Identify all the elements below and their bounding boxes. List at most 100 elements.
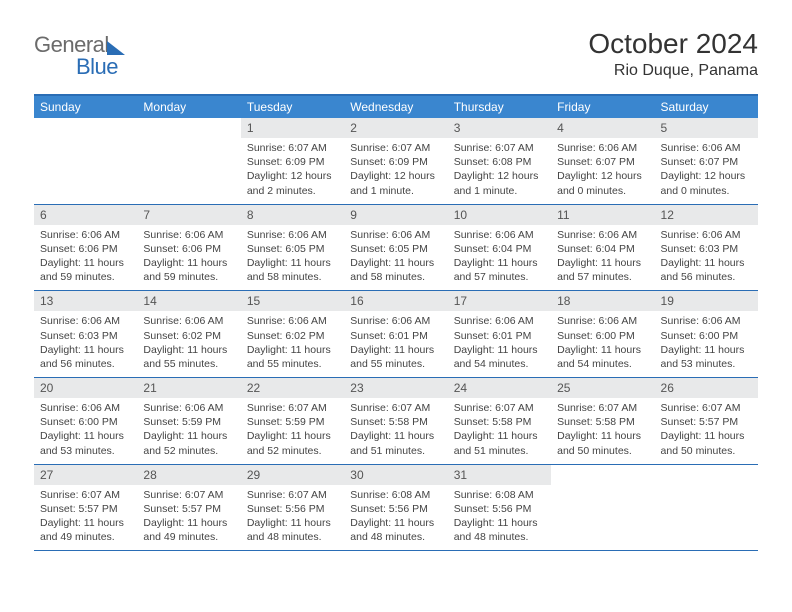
day-number: 20 xyxy=(34,378,137,398)
day-cell: 23Sunrise: 6:07 AMSunset: 5:58 PMDayligh… xyxy=(344,378,447,464)
sunrise-text: Sunrise: 6:06 AM xyxy=(247,228,338,242)
day-body: Sunrise: 6:06 AMSunset: 6:07 PMDaylight:… xyxy=(551,138,654,204)
location-subtitle: Rio Duque, Panama xyxy=(588,62,758,80)
day-cell: 15Sunrise: 6:06 AMSunset: 6:02 PMDayligh… xyxy=(241,291,344,377)
day-body: Sunrise: 6:06 AMSunset: 6:00 PMDaylight:… xyxy=(34,398,137,464)
sunset-text: Sunset: 6:01 PM xyxy=(350,329,441,343)
day-body: Sunrise: 6:06 AMSunset: 6:03 PMDaylight:… xyxy=(34,311,137,377)
sunset-text: Sunset: 6:05 PM xyxy=(350,242,441,256)
day-cell xyxy=(137,118,240,204)
page-header: General October 2024 Rio Duque, Panama xyxy=(34,28,758,80)
sunrise-text: Sunrise: 6:06 AM xyxy=(557,228,648,242)
sunset-text: Sunset: 5:57 PM xyxy=(661,415,752,429)
sunrise-text: Sunrise: 6:06 AM xyxy=(40,228,131,242)
brand-sail-icon xyxy=(107,41,125,55)
daylight-text: Daylight: 11 hours and 54 minutes. xyxy=(557,343,648,371)
day-cell: 20Sunrise: 6:06 AMSunset: 6:00 PMDayligh… xyxy=(34,378,137,464)
title-block: October 2024 Rio Duque, Panama xyxy=(588,28,758,80)
sunset-text: Sunset: 6:03 PM xyxy=(40,329,131,343)
sunrise-text: Sunrise: 6:07 AM xyxy=(247,488,338,502)
daylight-text: Daylight: 11 hours and 48 minutes. xyxy=(247,516,338,544)
day-cell: 31Sunrise: 6:08 AMSunset: 5:56 PMDayligh… xyxy=(448,465,551,551)
calendar: Sunday Monday Tuesday Wednesday Thursday… xyxy=(34,94,758,551)
sunset-text: Sunset: 6:06 PM xyxy=(143,242,234,256)
day-number: 28 xyxy=(137,465,240,485)
daylight-text: Daylight: 11 hours and 58 minutes. xyxy=(350,256,441,284)
day-number: 8 xyxy=(241,205,344,225)
week-row: 6Sunrise: 6:06 AMSunset: 6:06 PMDaylight… xyxy=(34,205,758,292)
day-body: Sunrise: 6:06 AMSunset: 6:00 PMDaylight:… xyxy=(551,311,654,377)
sunrise-text: Sunrise: 6:07 AM xyxy=(350,401,441,415)
day-body: Sunrise: 6:07 AMSunset: 5:58 PMDaylight:… xyxy=(448,398,551,464)
day-number: 5 xyxy=(655,118,758,138)
day-cell: 4Sunrise: 6:06 AMSunset: 6:07 PMDaylight… xyxy=(551,118,654,204)
day-body: Sunrise: 6:06 AMSunset: 6:05 PMDaylight:… xyxy=(241,225,344,291)
day-number: 2 xyxy=(344,118,447,138)
dow-thursday: Thursday xyxy=(448,96,551,118)
day-number: 16 xyxy=(344,291,447,311)
day-number: 12 xyxy=(655,205,758,225)
sunset-text: Sunset: 6:08 PM xyxy=(454,155,545,169)
day-body: Sunrise: 6:06 AMSunset: 6:02 PMDaylight:… xyxy=(241,311,344,377)
day-cell: 28Sunrise: 6:07 AMSunset: 5:57 PMDayligh… xyxy=(137,465,240,551)
day-body: Sunrise: 6:07 AMSunset: 6:09 PMDaylight:… xyxy=(344,138,447,204)
day-body: Sunrise: 6:06 AMSunset: 6:01 PMDaylight:… xyxy=(344,311,447,377)
sunrise-text: Sunrise: 6:07 AM xyxy=(557,401,648,415)
day-body: Sunrise: 6:06 AMSunset: 5:59 PMDaylight:… xyxy=(137,398,240,464)
day-cell xyxy=(551,465,654,551)
day-cell: 26Sunrise: 6:07 AMSunset: 5:57 PMDayligh… xyxy=(655,378,758,464)
day-number: 13 xyxy=(34,291,137,311)
sunset-text: Sunset: 5:59 PM xyxy=(143,415,234,429)
day-body: Sunrise: 6:07 AMSunset: 6:09 PMDaylight:… xyxy=(241,138,344,204)
day-body xyxy=(655,471,758,480)
day-cell: 25Sunrise: 6:07 AMSunset: 5:58 PMDayligh… xyxy=(551,378,654,464)
daylight-text: Daylight: 11 hours and 59 minutes. xyxy=(40,256,131,284)
sunrise-text: Sunrise: 6:08 AM xyxy=(454,488,545,502)
daylight-text: Daylight: 11 hours and 49 minutes. xyxy=(40,516,131,544)
day-cell xyxy=(34,118,137,204)
sunset-text: Sunset: 6:02 PM xyxy=(143,329,234,343)
daylight-text: Daylight: 12 hours and 1 minute. xyxy=(350,169,441,197)
daylight-text: Daylight: 11 hours and 57 minutes. xyxy=(454,256,545,284)
dow-wednesday: Wednesday xyxy=(344,96,447,118)
sunset-text: Sunset: 6:07 PM xyxy=(557,155,648,169)
sunset-text: Sunset: 6:00 PM xyxy=(557,329,648,343)
daylight-text: Daylight: 11 hours and 51 minutes. xyxy=(350,429,441,457)
daylight-text: Daylight: 11 hours and 51 minutes. xyxy=(454,429,545,457)
daylight-text: Daylight: 11 hours and 55 minutes. xyxy=(247,343,338,371)
sunset-text: Sunset: 6:05 PM xyxy=(247,242,338,256)
daylight-text: Daylight: 11 hours and 48 minutes. xyxy=(350,516,441,544)
sunset-text: Sunset: 5:57 PM xyxy=(143,502,234,516)
day-cell: 6Sunrise: 6:06 AMSunset: 6:06 PMDaylight… xyxy=(34,205,137,291)
sunset-text: Sunset: 5:56 PM xyxy=(350,502,441,516)
week-row: 20Sunrise: 6:06 AMSunset: 6:00 PMDayligh… xyxy=(34,378,758,465)
sunset-text: Sunset: 6:04 PM xyxy=(557,242,648,256)
daylight-text: Daylight: 12 hours and 1 minute. xyxy=(454,169,545,197)
day-body: Sunrise: 6:06 AMSunset: 6:01 PMDaylight:… xyxy=(448,311,551,377)
sunrise-text: Sunrise: 6:07 AM xyxy=(454,401,545,415)
day-cell: 18Sunrise: 6:06 AMSunset: 6:00 PMDayligh… xyxy=(551,291,654,377)
sunrise-text: Sunrise: 6:07 AM xyxy=(143,488,234,502)
day-cell: 2Sunrise: 6:07 AMSunset: 6:09 PMDaylight… xyxy=(344,118,447,204)
day-number: 19 xyxy=(655,291,758,311)
week-row: 1Sunrise: 6:07 AMSunset: 6:09 PMDaylight… xyxy=(34,118,758,205)
day-cell: 27Sunrise: 6:07 AMSunset: 5:57 PMDayligh… xyxy=(34,465,137,551)
day-cell: 11Sunrise: 6:06 AMSunset: 6:04 PMDayligh… xyxy=(551,205,654,291)
day-number: 17 xyxy=(448,291,551,311)
day-body: Sunrise: 6:07 AMSunset: 5:56 PMDaylight:… xyxy=(241,485,344,551)
sunrise-text: Sunrise: 6:06 AM xyxy=(350,314,441,328)
sunrise-text: Sunrise: 6:06 AM xyxy=(350,228,441,242)
day-number: 26 xyxy=(655,378,758,398)
sunset-text: Sunset: 5:57 PM xyxy=(40,502,131,516)
dow-saturday: Saturday xyxy=(655,96,758,118)
daylight-text: Daylight: 12 hours and 0 minutes. xyxy=(557,169,648,197)
day-body: Sunrise: 6:06 AMSunset: 6:04 PMDaylight:… xyxy=(551,225,654,291)
dow-row: Sunday Monday Tuesday Wednesday Thursday… xyxy=(34,96,758,118)
daylight-text: Daylight: 11 hours and 50 minutes. xyxy=(557,429,648,457)
sunrise-text: Sunrise: 6:07 AM xyxy=(247,401,338,415)
day-number: 22 xyxy=(241,378,344,398)
week-row: 27Sunrise: 6:07 AMSunset: 5:57 PMDayligh… xyxy=(34,465,758,552)
day-cell: 30Sunrise: 6:08 AMSunset: 5:56 PMDayligh… xyxy=(344,465,447,551)
sunset-text: Sunset: 6:09 PM xyxy=(247,155,338,169)
daylight-text: Daylight: 11 hours and 52 minutes. xyxy=(247,429,338,457)
